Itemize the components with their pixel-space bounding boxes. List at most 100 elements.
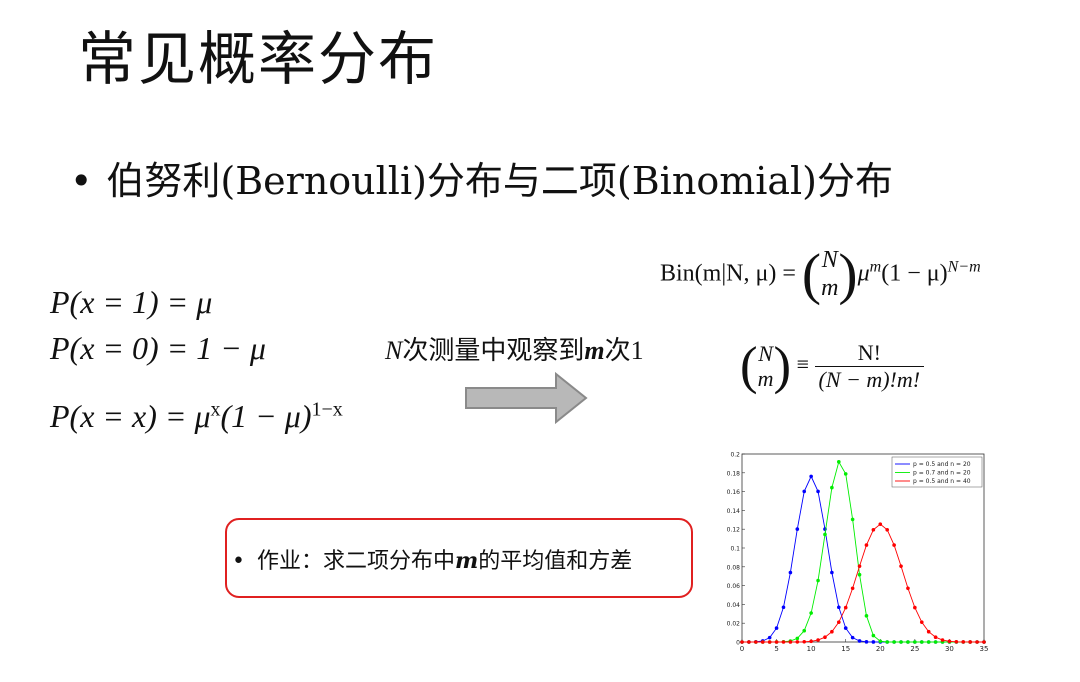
series-point-3 xyxy=(968,640,972,644)
y-tick-label: 0.12 xyxy=(727,527,741,534)
series-point-2 xyxy=(809,611,813,615)
series-point-3 xyxy=(926,629,931,634)
y-tick-label: 0.14 xyxy=(727,508,741,515)
series-point-2 xyxy=(878,639,883,644)
x-tick-label: 10 xyxy=(807,645,816,653)
binom-equiv: ≡ xyxy=(796,351,809,377)
y-tick-label: 0 xyxy=(736,640,740,647)
subtitle-bullet-row: • 伯努利(Bernoulli)分布与二项(Binomial)分布 xyxy=(70,150,893,205)
eqx-sup1: x xyxy=(210,398,221,421)
series-point-2 xyxy=(795,636,800,641)
arrow-label-mid: 次测量中观察到 xyxy=(402,336,585,365)
homework-box xyxy=(225,518,693,598)
eqx-lhs: P(x = xyxy=(50,398,132,434)
series-point-3 xyxy=(919,620,924,624)
series-point-2 xyxy=(816,578,820,583)
series-point-3 xyxy=(781,640,786,644)
legend-box xyxy=(891,456,983,488)
y-tick-label: 0.2 xyxy=(730,452,740,459)
series-point-2 xyxy=(823,532,827,537)
x-tick-label: 0 xyxy=(740,645,744,653)
y-tick-label: 0.1 xyxy=(730,546,740,553)
y-tick-label: 0.06 xyxy=(727,583,741,590)
series-point-2 xyxy=(802,628,807,633)
series-point-3 xyxy=(892,543,896,547)
x-tick-label: 35 xyxy=(980,645,989,653)
eqx-var: x xyxy=(132,398,147,434)
x-tick-label: 25 xyxy=(910,645,919,653)
series-point-1 xyxy=(767,635,772,640)
legend-label: p = 0.5 and n = 20 xyxy=(913,461,971,468)
series-point-3 xyxy=(871,527,876,532)
arrow-label-end: 次1 xyxy=(604,336,644,365)
series-point-1 xyxy=(816,489,820,494)
legend-label: p = 0.5 and n = 40 xyxy=(913,478,971,485)
series-point-1 xyxy=(843,626,848,630)
subtitle-text: 伯努利(Bernoulli)分布与二项(Binomial)分布 xyxy=(106,159,894,203)
series-point-3 xyxy=(767,640,772,644)
right-arrow-icon xyxy=(465,371,588,425)
hw-var: m xyxy=(455,548,479,574)
binom-m: m xyxy=(757,366,774,392)
bullet-dot: • xyxy=(70,159,93,203)
series-point-2 xyxy=(843,472,848,476)
series-point-3 xyxy=(878,522,883,526)
binom-num: N! xyxy=(814,340,925,367)
series-point-3 xyxy=(954,639,959,644)
homework-text: • 作业：求二项分布中m的平均值和方差 xyxy=(232,543,632,575)
series-point-3 xyxy=(947,639,952,644)
series-point-1 xyxy=(809,474,813,479)
series-point-2 xyxy=(830,485,834,490)
series-point-3 xyxy=(774,640,779,644)
x-tick-label: 15 xyxy=(841,645,850,653)
y-tick-label: 0.08 xyxy=(727,564,741,571)
series-point-1 xyxy=(871,640,876,644)
bin-m: m xyxy=(821,274,839,301)
hw-prefix: 作业：求二项分布中 xyxy=(256,549,455,574)
bin-tail: (1 − μ) xyxy=(881,260,948,287)
series-point-2 xyxy=(885,640,889,644)
series-point-3 xyxy=(816,638,820,642)
series-point-2 xyxy=(850,517,855,522)
series-point-1 xyxy=(830,570,834,575)
bin-mu: μ xyxy=(857,260,870,287)
binom-n: N xyxy=(758,341,773,367)
series-point-3 xyxy=(975,640,979,644)
series-point-3 xyxy=(961,640,966,644)
hw-bullet: • xyxy=(232,549,245,574)
series-point-1 xyxy=(864,640,869,644)
series-point-2 xyxy=(899,640,903,644)
binom-den: (N − m)!m! xyxy=(818,367,921,392)
bin-lhs: Bin(m|N, μ) = xyxy=(660,260,802,287)
series-point-3 xyxy=(982,640,986,644)
x-tick-label: 5 xyxy=(774,645,778,653)
binom-fraction: N! (N − m)!m! xyxy=(814,340,925,393)
series-point-3 xyxy=(795,640,800,644)
bernoulli-eq-0: P(x = 0) = 1 − μ xyxy=(50,330,266,367)
eq0-lhs: P(x = 0) = xyxy=(50,330,197,366)
bin-n: N xyxy=(821,247,838,274)
eq1-rhs: μ xyxy=(196,284,213,320)
series-point-3 xyxy=(885,527,889,532)
series-point-1 xyxy=(781,605,786,610)
bernoulli-eq-general: P(x = x) = μx(1 − μ)1−x xyxy=(50,398,343,435)
series-point-1 xyxy=(774,626,779,630)
eqx-rhs: ) = μ xyxy=(146,398,211,434)
x-tick-label: 30 xyxy=(945,645,954,653)
series-point-3 xyxy=(740,640,744,644)
slide-title: 常见概率分布 xyxy=(78,25,439,93)
bin-sup2: N−m xyxy=(947,258,981,276)
series-point-3 xyxy=(933,635,938,640)
series-point-3 xyxy=(788,640,793,644)
hw-suffix: 的平均值和方差 xyxy=(478,549,633,574)
series-point-3 xyxy=(899,564,903,568)
series-point-3 xyxy=(864,543,869,547)
series-point-3 xyxy=(830,629,834,634)
y-tick-label: 0.18 xyxy=(727,470,741,477)
series-point-2 xyxy=(864,614,869,618)
y-tick-label: 0.04 xyxy=(727,602,741,609)
